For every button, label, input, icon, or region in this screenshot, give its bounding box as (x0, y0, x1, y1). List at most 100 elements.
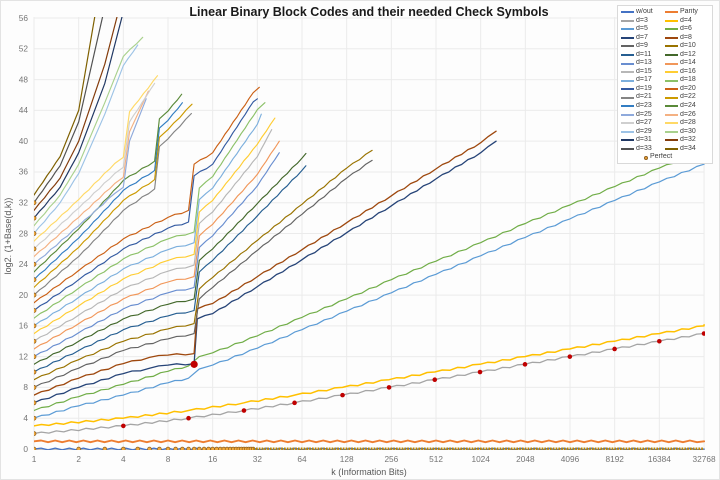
legend-item-d27[interactable]: d=27 (621, 119, 665, 128)
legend-item-Parity[interactable]: Parity (665, 8, 709, 17)
x-tick-label: 32 (253, 454, 263, 464)
legend-row: d=33 d=34 (621, 145, 709, 154)
gridlines (33, 17, 705, 450)
legend-item-d14[interactable]: d=14 (665, 59, 709, 68)
legend-label: d=18 (680, 76, 696, 84)
legend-item-d21[interactable]: d=21 (621, 93, 665, 102)
legend-label: d=14 (680, 59, 696, 67)
legend-item-perfect[interactable]: Perfect (621, 153, 709, 162)
legend-item-d22[interactable]: d=22 (665, 93, 709, 102)
legend-item-d10[interactable]: d=10 (665, 42, 709, 51)
legend-item-d7[interactable]: d=7 (621, 34, 665, 43)
series-line-d31 (34, 17, 123, 219)
legend-swatch (621, 122, 634, 125)
legend-item-d4[interactable]: d=4 (665, 17, 709, 26)
legend-item-d30[interactable]: d=30 (665, 128, 709, 137)
x-tick-label: 8192 (605, 454, 624, 464)
legend-label: d=10 (680, 42, 696, 50)
legend-item-d9[interactable]: d=9 (621, 42, 665, 51)
x-tick-label: 16 (208, 454, 218, 464)
legend-row: d=15 d=16 (621, 68, 709, 77)
series-line-d3 (34, 331, 705, 435)
x-tick-label: 1024 (471, 454, 490, 464)
perfect-dot (34, 400, 37, 406)
legend-item-d28[interactable]: d=28 (665, 119, 709, 128)
legend-item-d13[interactable]: d=13 (621, 59, 665, 68)
perfect-dot (165, 446, 171, 450)
legend-item-d5[interactable]: d=5 (621, 25, 665, 34)
legend-item-d15[interactable]: d=15 (621, 68, 665, 77)
series-line-d26 (34, 90, 149, 258)
perfect-markers (34, 200, 705, 450)
legend-item-d24[interactable]: d=24 (665, 102, 709, 111)
series-line-d4 (34, 323, 705, 427)
hamming-dot (241, 408, 247, 413)
legend-item-d33[interactable]: d=33 (621, 145, 665, 154)
perfect-dot (34, 231, 37, 236)
perfect-dot (34, 215, 37, 221)
perfect-dot (34, 415, 37, 421)
y-tick-label: 40 (19, 136, 29, 146)
legend-item-d16[interactable]: d=16 (665, 68, 709, 77)
perfect-dot (34, 323, 37, 329)
hamming-dot (612, 346, 617, 352)
legend-swatch (665, 148, 678, 151)
legend-item-d17[interactable]: d=17 (621, 76, 665, 85)
legend-swatch (665, 79, 678, 82)
series-line-d22 (34, 103, 193, 288)
legend-item-d18[interactable]: d=18 (665, 76, 709, 85)
x-tick-label: 4096 (561, 454, 580, 464)
y-tick-label: 48 (19, 74, 29, 84)
legend-swatch (665, 139, 678, 142)
legend-item-d6[interactable]: d=6 (665, 25, 709, 34)
series-lines (34, 17, 705, 450)
perfect-dot (34, 308, 37, 313)
series-line-d9 (34, 159, 373, 388)
legend-item-d20[interactable]: d=20 (665, 85, 709, 94)
y-tick-label: 0 (23, 444, 28, 454)
legend-item-d29[interactable]: d=29 (621, 128, 665, 137)
hamming-dot (701, 331, 705, 336)
legend-item-d34[interactable]: d=34 (665, 145, 709, 154)
series-line-d32 (34, 17, 118, 211)
legend-swatch (665, 11, 678, 14)
hamming-dot (477, 369, 483, 375)
legend-swatch (621, 130, 634, 133)
legend: w/out Parity d=3 d=4 d=5 d=6 d=7 d=8 d=9 d=10 d=11… (617, 5, 713, 164)
legend-label: d=12 (680, 50, 696, 58)
y-tick-label: 12 (19, 351, 29, 361)
legend-swatch (665, 88, 678, 91)
legend-label: w/out (636, 8, 653, 15)
legend-label: d=15 (636, 67, 652, 75)
legend-item-d26[interactable]: d=26 (665, 111, 709, 120)
series-line-d19 (34, 98, 258, 312)
series-line-d8 (34, 130, 497, 396)
legend-swatch (621, 11, 634, 14)
legend-label: d=34 (680, 144, 696, 152)
legend-item-d8[interactable]: d=8 (665, 34, 709, 43)
legend-label: d=16 (680, 67, 696, 75)
legend-swatch (621, 79, 634, 82)
legend-row: d=3 d=4 (621, 17, 709, 26)
legend-item-d11[interactable]: d=11 (621, 51, 665, 60)
y-tick-label: 4 (23, 413, 28, 423)
legend-item-d25[interactable]: d=25 (621, 111, 665, 120)
legend-item-d31[interactable]: d=31 (621, 136, 665, 145)
perfect-dot (173, 446, 178, 450)
series-line-d13 (34, 152, 280, 358)
legend-item-wout[interactable]: w/out (621, 8, 665, 17)
legend-item-d23[interactable]: d=23 (621, 102, 665, 111)
legend-item-d32[interactable]: d=32 (665, 136, 709, 145)
series-line-d15 (34, 129, 273, 342)
legend-row: d=25 d=26 (621, 111, 709, 120)
legend-item-d3[interactable]: d=3 (621, 17, 665, 26)
legend-label: d=8 (680, 33, 692, 41)
legend-swatch (665, 62, 678, 65)
legend-item-d12[interactable]: d=12 (665, 51, 709, 60)
legend-swatch (665, 122, 678, 125)
x-tick-label: 64 (297, 454, 307, 464)
legend-item-d19[interactable]: d=19 (621, 85, 665, 94)
series-line-d12 (34, 152, 307, 365)
hamming-dot (386, 385, 392, 390)
